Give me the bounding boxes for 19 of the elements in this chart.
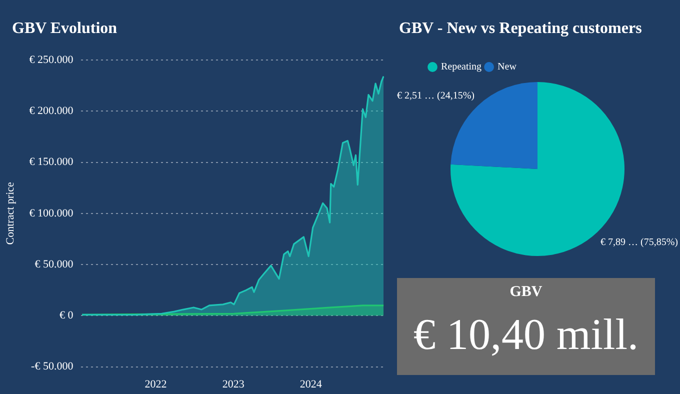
text: € 10,40 mill.	[412, 309, 640, 360]
y-tick-label: € 50.000	[34, 258, 74, 270]
y-tick-label: € 100.000	[29, 207, 74, 220]
data-label: € 7,89 … (75,85%)	[600, 236, 678, 248]
legend-label: Repeating	[441, 62, 482, 73]
y-tick-label: € 250.000	[29, 54, 74, 66]
y-tick-label: € 0	[59, 310, 74, 322]
chart-title: GBV - New vs Repeating customers	[399, 20, 642, 38]
y-axis-title: Contract price	[4, 182, 16, 245]
x-tick-label: 2022	[144, 378, 167, 390]
y-tick-label: € 150.000	[29, 156, 74, 168]
legend-label: New	[498, 62, 518, 73]
chart-title: GBV Evolution	[12, 20, 118, 38]
data-label: € 2,51 … (24,15%)	[397, 90, 474, 102]
y-tick-label: € 200.000	[29, 105, 74, 118]
x-tick-label: 2023	[222, 378, 245, 390]
y-tick-label: -€ 50.000	[31, 360, 74, 373]
text: GBV	[508, 284, 544, 301]
x-tick-label: 2024	[300, 378, 322, 390]
